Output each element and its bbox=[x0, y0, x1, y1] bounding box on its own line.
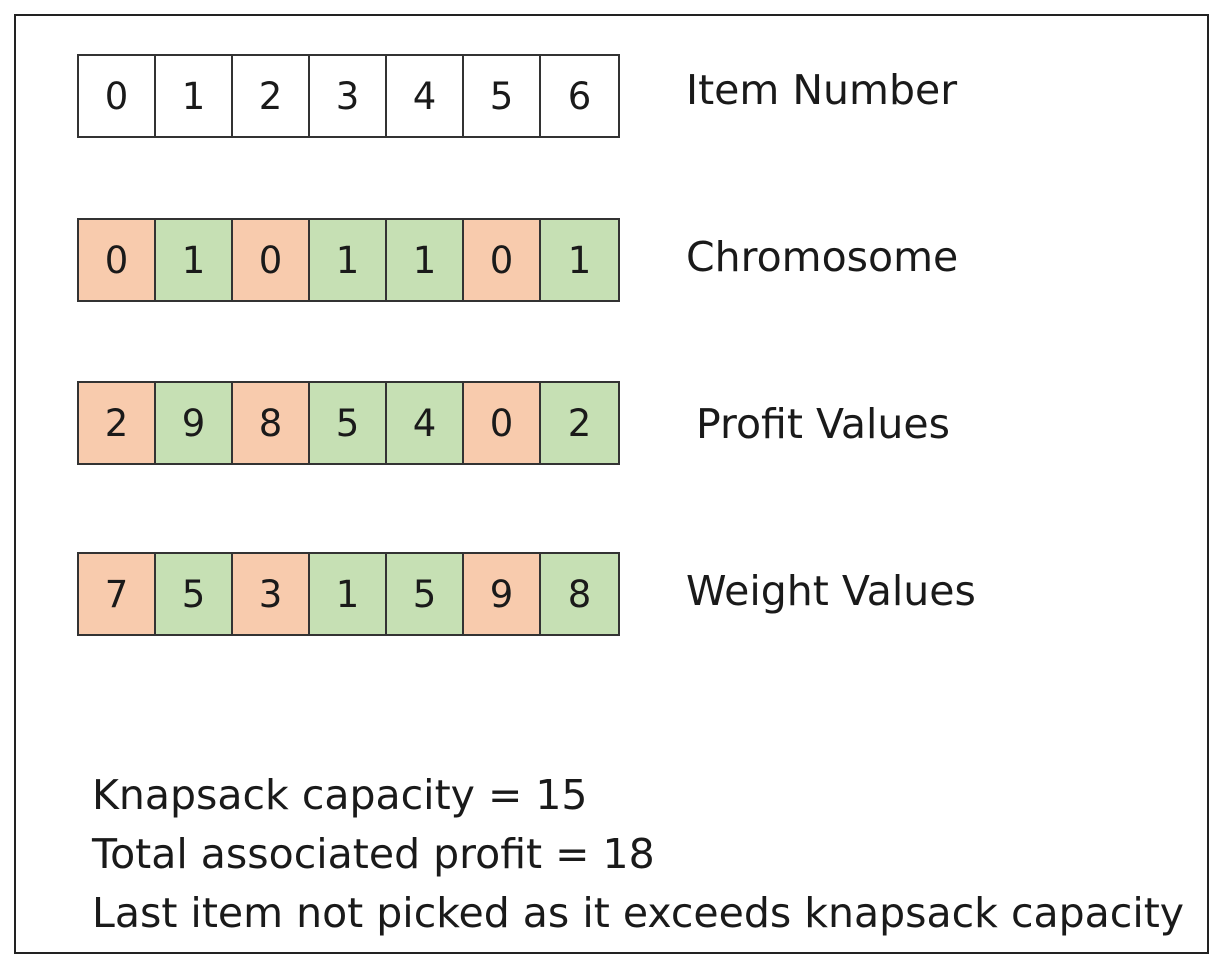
item-number-cell: 2 bbox=[233, 56, 310, 136]
item-number-cell: 5 bbox=[464, 56, 541, 136]
chromosome-gene-cell: 0 bbox=[464, 220, 541, 300]
weight-value-cell: 5 bbox=[387, 554, 464, 634]
knapsack-capacity-note: Knapsack capacity = 15 bbox=[92, 771, 588, 819]
item-number-cell: 1 bbox=[156, 56, 233, 136]
weight-value-cell: 8 bbox=[541, 554, 618, 634]
chromosome-gene-cell: 0 bbox=[233, 220, 310, 300]
weight-value-cell: 7 bbox=[79, 554, 156, 634]
weight-values-label: Weight Values bbox=[686, 567, 976, 615]
chromosome-gene-cell: 1 bbox=[156, 220, 233, 300]
chromosome-gene-cell: 1 bbox=[387, 220, 464, 300]
weight-value-cell: 3 bbox=[233, 554, 310, 634]
item-number-cell: 3 bbox=[310, 56, 387, 136]
weight-values-array: 7 5 3 1 5 9 8 bbox=[77, 552, 620, 636]
item-number-cell: 6 bbox=[541, 56, 618, 136]
diagram-frame bbox=[14, 14, 1209, 954]
profit-values-array: 2 9 8 5 4 0 2 bbox=[77, 381, 620, 465]
chromosome-gene-cell: 0 bbox=[79, 220, 156, 300]
weight-value-cell: 1 bbox=[310, 554, 387, 634]
profit-values-label: Profit Values bbox=[696, 400, 950, 448]
profit-value-cell: 4 bbox=[387, 383, 464, 463]
profit-values-row: 2 9 8 5 4 0 2 bbox=[77, 381, 620, 465]
profit-value-cell: 5 bbox=[310, 383, 387, 463]
item-number-cell: 0 bbox=[79, 56, 156, 136]
weight-values-row: 7 5 3 1 5 9 8 bbox=[77, 552, 620, 636]
total-profit-note: Total associated profit = 18 bbox=[92, 830, 655, 878]
chromosome-label: Chromosome bbox=[686, 233, 959, 281]
last-item-note: Last item not picked as it exceeds knaps… bbox=[92, 889, 1185, 937]
item-number-array: 0 1 2 3 4 5 6 bbox=[77, 54, 620, 138]
profit-value-cell: 2 bbox=[79, 383, 156, 463]
weight-value-cell: 9 bbox=[464, 554, 541, 634]
profit-value-cell: 0 bbox=[464, 383, 541, 463]
chromosome-gene-cell: 1 bbox=[310, 220, 387, 300]
chromosome-array: 0 1 0 1 1 0 1 bbox=[77, 218, 620, 302]
chromosome-gene-cell: 1 bbox=[541, 220, 618, 300]
item-number-label: Item Number bbox=[686, 66, 958, 114]
item-number-cell: 4 bbox=[387, 56, 464, 136]
item-number-row: 0 1 2 3 4 5 6 bbox=[77, 54, 620, 138]
chromosome-row: 0 1 0 1 1 0 1 bbox=[77, 218, 620, 302]
notes-block: Knapsack capacity = 15 Total associated … bbox=[92, 766, 1184, 943]
weight-value-cell: 5 bbox=[156, 554, 233, 634]
profit-value-cell: 9 bbox=[156, 383, 233, 463]
profit-value-cell: 8 bbox=[233, 383, 310, 463]
profit-value-cell: 2 bbox=[541, 383, 618, 463]
